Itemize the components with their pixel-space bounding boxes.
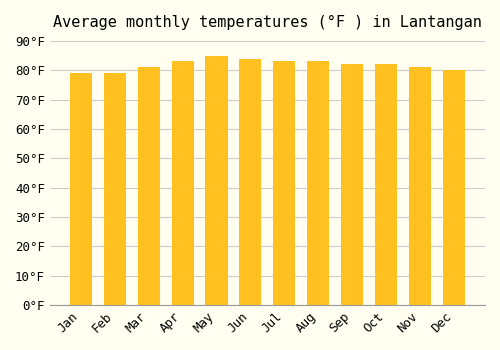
Bar xyxy=(104,73,126,305)
Bar xyxy=(206,56,228,305)
Bar xyxy=(342,64,363,305)
Bar xyxy=(308,62,330,305)
Bar xyxy=(409,67,432,305)
Bar xyxy=(240,58,262,305)
Bar xyxy=(70,73,92,305)
Bar xyxy=(443,70,465,305)
Bar xyxy=(138,67,160,305)
Bar xyxy=(375,64,398,305)
Bar xyxy=(274,62,295,305)
Bar xyxy=(172,62,194,305)
Title: Average monthly temperatures (°F ) in Lantangan: Average monthly temperatures (°F ) in La… xyxy=(53,15,482,30)
